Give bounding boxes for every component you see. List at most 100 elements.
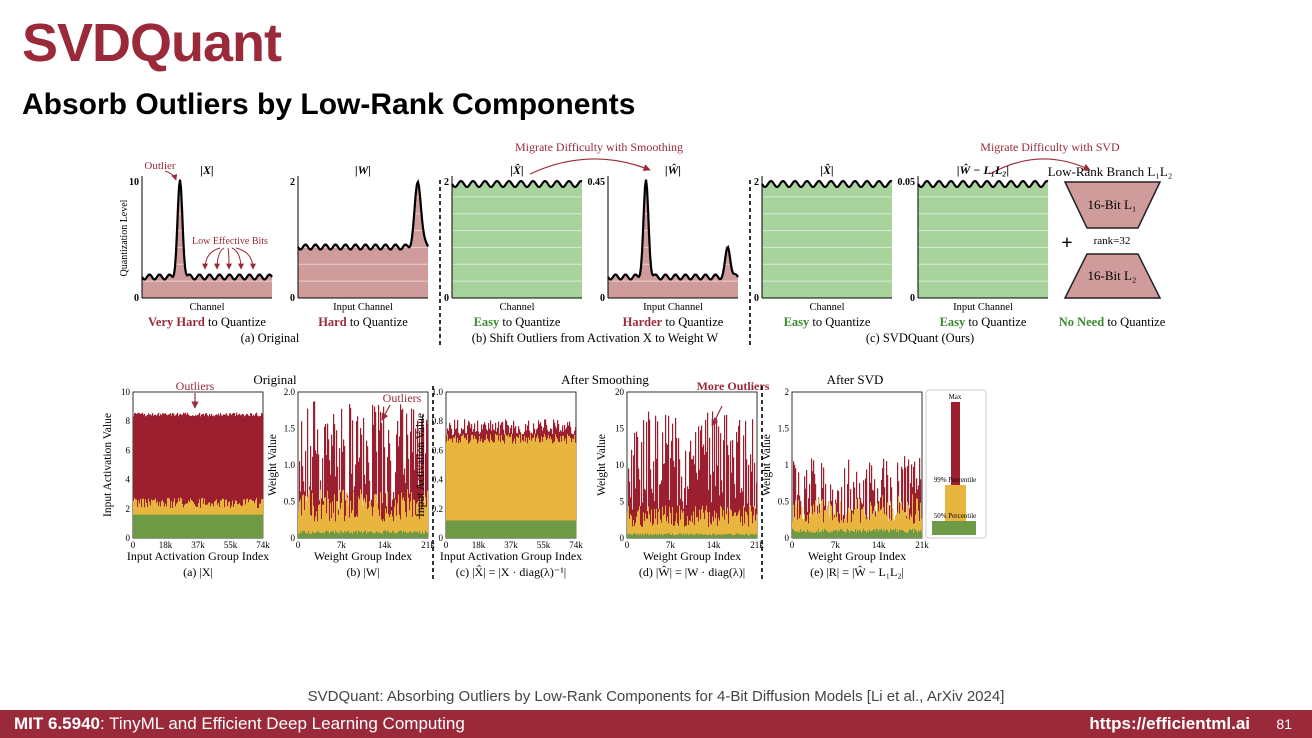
bpanel-3-p50-bar bbox=[455, 520, 457, 538]
bpanel-3-p50-bar bbox=[469, 520, 471, 538]
bpanel-2-p99-bar bbox=[377, 503, 379, 538]
bpanel-2-p50-bar bbox=[302, 530, 304, 538]
bpanel-3-p99-bar bbox=[459, 440, 461, 538]
bpanel-1-p50-bar bbox=[169, 514, 171, 538]
bpanel-4-max-bar bbox=[726, 414, 728, 538]
bpanel-2-p50-bar bbox=[335, 530, 337, 538]
bpanel-4-p99-bar bbox=[653, 523, 655, 538]
bpanel-4-p50-bar bbox=[658, 535, 660, 538]
more-outliers-arrow bbox=[711, 405, 723, 427]
bpanel-3-p50-bar bbox=[554, 520, 556, 538]
bpanel-2-p99-bar bbox=[324, 497, 326, 538]
bpanel-4-p50-bar bbox=[694, 535, 696, 538]
bpanel-4-p50-bar bbox=[725, 533, 727, 538]
bpanel-5-max-bar bbox=[844, 468, 846, 538]
bpanel-2-max-bar bbox=[397, 420, 399, 538]
bpanel-4-p99-bar bbox=[651, 509, 653, 538]
bpanel-2-p99-bar bbox=[325, 497, 327, 538]
bpanel-5-p50-bar bbox=[875, 531, 877, 538]
bpanel-2-max-bar bbox=[416, 454, 418, 538]
bpanel-5-p99-bar bbox=[804, 514, 806, 538]
bpanel-5-p50-bar bbox=[869, 529, 871, 538]
bpanel-1-p50-bar bbox=[183, 514, 185, 538]
bpanel-2-p50-bar bbox=[354, 532, 356, 538]
bpanel-4-p50-bar bbox=[691, 533, 693, 538]
bpanel-1-max-bar bbox=[211, 413, 213, 538]
bpanel-4-p99-bar bbox=[673, 525, 675, 538]
bpanel-4-max-bar bbox=[738, 425, 740, 538]
bpanel-5-p50-bar bbox=[821, 531, 823, 538]
bpanel-2-p50-bar bbox=[328, 531, 330, 538]
bpanel-5-p50-bar bbox=[852, 531, 854, 538]
bpanel-5-p50-bar bbox=[843, 531, 845, 538]
bpanel-2-max-bar bbox=[401, 410, 403, 538]
bpanel-2-p50-bar bbox=[407, 532, 409, 538]
bpanel-1-max-bar bbox=[173, 413, 175, 538]
bpanel-1-p50-bar bbox=[168, 514, 170, 538]
bpanel-4-max-bar bbox=[631, 449, 633, 538]
bpanel-2-p50-bar bbox=[385, 530, 387, 538]
bpanel-4-p50-bar bbox=[629, 534, 631, 538]
course-url[interactable]: https://efficientml.ai bbox=[1089, 714, 1250, 733]
bpanel-4-p99-bar bbox=[654, 509, 656, 538]
bpanel-2-p99-bar bbox=[308, 495, 310, 538]
bpanel-2-p50-bar bbox=[355, 530, 357, 538]
bpanel-2-p50-bar bbox=[322, 532, 324, 538]
bpanel-1-p50-bar bbox=[187, 514, 189, 538]
bpanel-4-p50-bar bbox=[686, 534, 688, 538]
bpanel-3-p50-bar bbox=[450, 520, 452, 538]
bpanel-3-p99-bar bbox=[485, 439, 487, 538]
bpanel-5-max-bar bbox=[797, 494, 799, 538]
bpanel-3-ytick: 1.0 bbox=[432, 387, 444, 397]
bpanel-1-max-bar bbox=[186, 414, 188, 538]
bpanel-5-p50-bar bbox=[792, 528, 794, 538]
bpanel-2-p99-bar bbox=[304, 509, 306, 538]
bpanel-2-p50-bar bbox=[384, 530, 386, 538]
l1-label: 16-Bit L₁ bbox=[1088, 197, 1137, 212]
bpanel-3-p50-bar bbox=[493, 520, 495, 538]
bpanel-3-p99-bar bbox=[542, 441, 544, 538]
bpanel-3-p99-bar bbox=[464, 438, 466, 538]
bpanel-1-max-bar bbox=[258, 416, 260, 538]
bpanel-4-max-bar bbox=[646, 421, 648, 538]
bpanel-4-p99-bar bbox=[642, 526, 644, 538]
bpanel-4-ytick: 5 bbox=[620, 497, 625, 507]
bpanel-3-ytick: 0.4 bbox=[432, 475, 444, 485]
bpanel-4-p50-bar bbox=[659, 533, 661, 538]
bpanel-5-p50-bar bbox=[808, 531, 810, 538]
bpanel-5-p99-bar bbox=[903, 508, 905, 538]
bpanel-3-p99-bar bbox=[471, 434, 473, 538]
bpanel-2-p50-bar bbox=[417, 532, 419, 538]
bpanel-3-p99-bar bbox=[546, 440, 548, 538]
bpanel-2-p99-bar bbox=[409, 510, 411, 538]
bpanel-1-p50-bar bbox=[228, 514, 230, 538]
bpanel-4-p99-bar bbox=[717, 525, 719, 538]
bpanel-4-p50-bar bbox=[663, 534, 665, 538]
bpanel-3-p99-bar bbox=[549, 438, 551, 538]
bpanel-1-ytick: 8 bbox=[126, 416, 131, 426]
bpanel-1-p50-bar bbox=[200, 514, 202, 538]
bpanel-5-p50-bar bbox=[873, 529, 875, 538]
bpanel-2-p99-bar bbox=[342, 490, 344, 538]
bpanel-2-p50-bar bbox=[409, 531, 411, 538]
bpanel-5-p99-bar bbox=[856, 498, 858, 538]
bpanel-3-p50-bar bbox=[481, 520, 483, 538]
bpanel-1-max-bar bbox=[156, 415, 158, 538]
bpanel-2-max-bar bbox=[349, 404, 351, 538]
bpanel-4-p99-bar bbox=[667, 516, 669, 538]
bpanel-1-p50-bar bbox=[253, 514, 255, 538]
bpanel-4-max-bar bbox=[665, 414, 667, 538]
bpanel-4-p99-bar bbox=[676, 512, 678, 538]
bpanel-2-caption: (b) |W| bbox=[346, 565, 379, 579]
bpanel-2-max-bar bbox=[411, 408, 413, 538]
bpanel-4-p50-bar bbox=[698, 534, 700, 538]
bpanel-4-p50-bar bbox=[660, 534, 662, 538]
bpanel-1-max-bar bbox=[255, 413, 257, 538]
bpanel-2-p99-bar bbox=[298, 510, 300, 538]
bpanel-3-xtick: 55k bbox=[537, 540, 551, 550]
bpanel-5-p99-bar bbox=[816, 514, 818, 538]
bpanel-1-max-bar bbox=[243, 414, 245, 538]
bpanel-2-p50-bar bbox=[381, 533, 383, 538]
panel-6-quant-rest: to Quantize bbox=[965, 315, 1027, 329]
bpanel-1-p50-bar bbox=[259, 514, 261, 538]
